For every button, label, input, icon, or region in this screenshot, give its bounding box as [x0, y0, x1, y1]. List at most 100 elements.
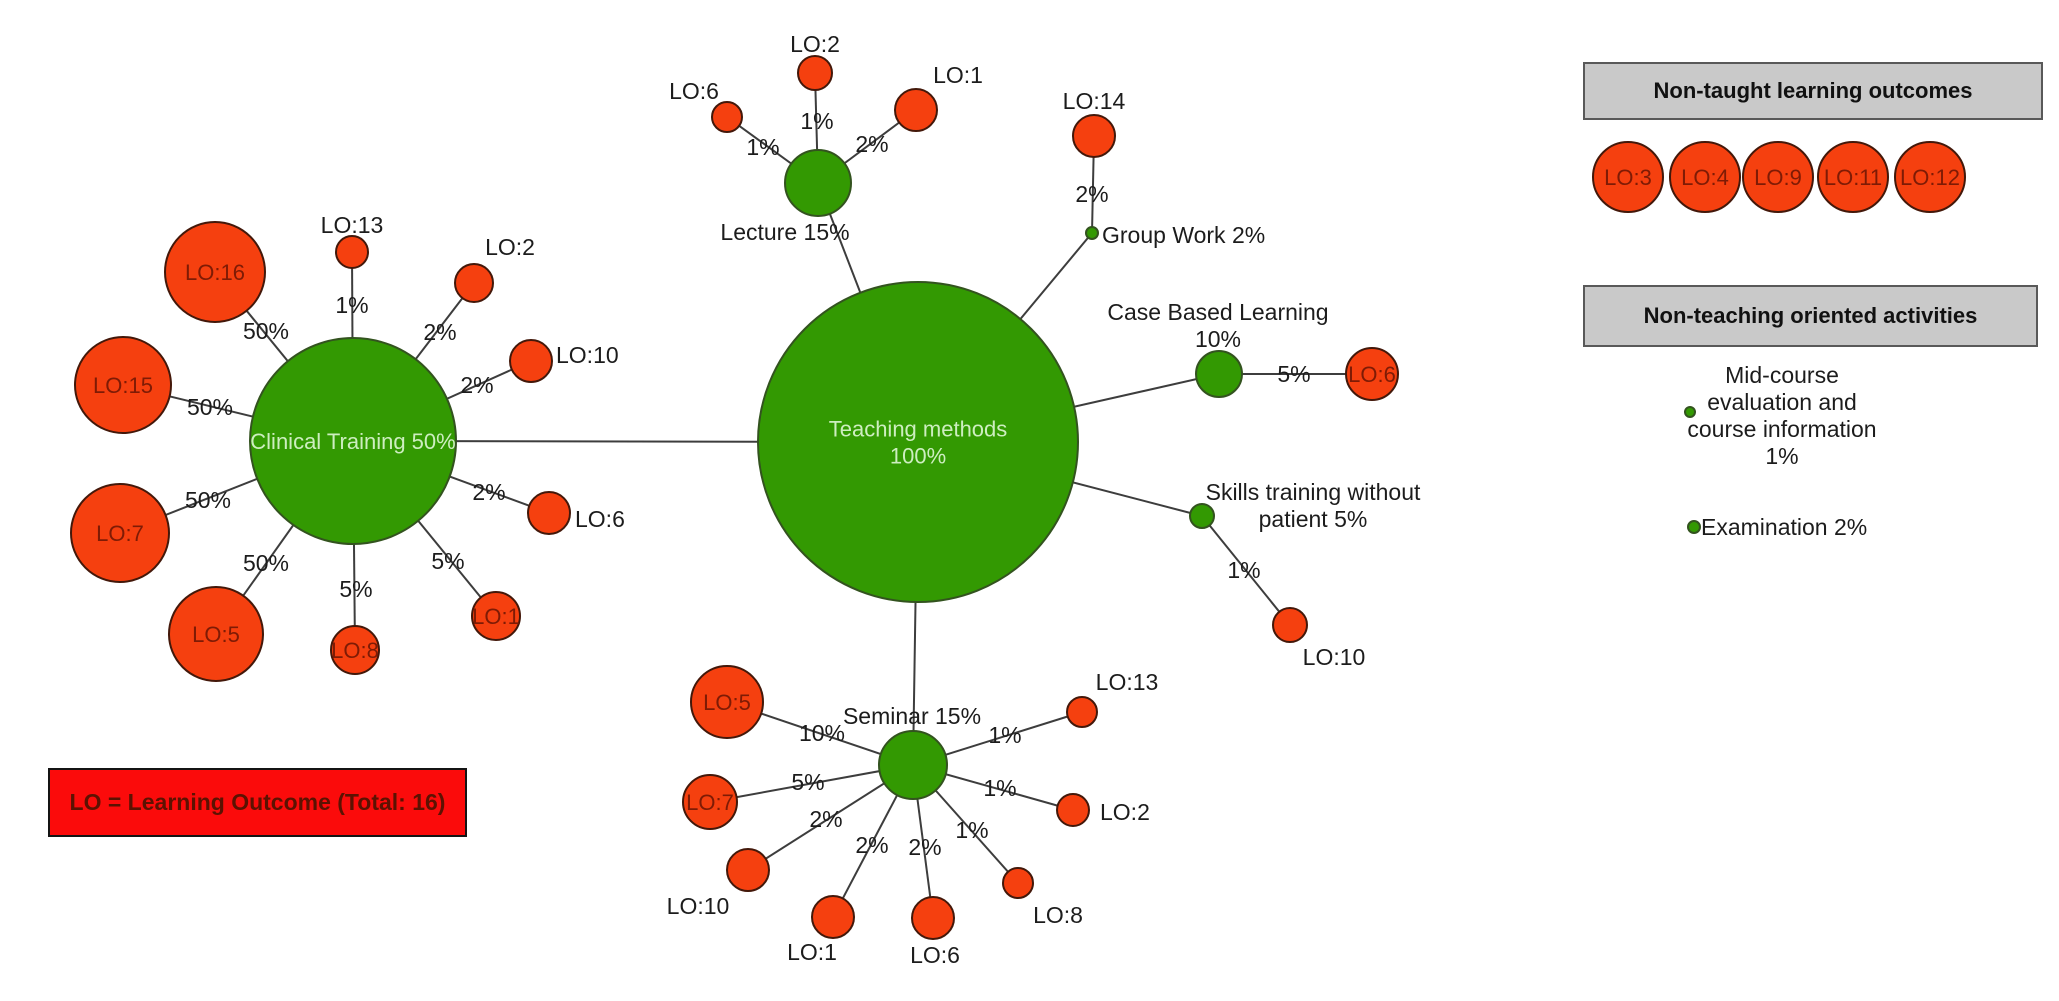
node-lecture: [784, 149, 852, 217]
non-teaching-title: Non-teaching oriented activities: [1643, 303, 1978, 328]
label-l_lo1: LO:1: [933, 62, 983, 88]
node-c_lo2: [454, 263, 494, 303]
edge-label-skills-sk_lo10: 1%: [1227, 557, 1260, 583]
node-s_lo2: [1056, 793, 1090, 827]
node-l_lo6: [711, 101, 743, 133]
label-nt_lo11: LO:11: [1824, 165, 1882, 190]
node-nt_lo3: [1592, 141, 1664, 213]
node-teaching: [757, 281, 1079, 603]
edge-label-seminar-s_lo5: 10%: [799, 720, 845, 746]
label-skills: Skills training without patient 5%: [1206, 479, 1421, 532]
label-s_lo2: LO:2: [1100, 799, 1150, 825]
edge-label-clinical-c_lo2: 2%: [423, 319, 456, 345]
edge-label-seminar-s_lo13: 1%: [988, 722, 1021, 748]
label-s_lo6: LO:6: [910, 942, 960, 968]
edge-label-seminar-s_lo6: 2%: [908, 834, 941, 860]
label-c_lo13: LO:13: [321, 212, 384, 238]
label-l_lo6: LO:6: [669, 78, 719, 104]
edge-label-seminar-s_lo2: 1%: [983, 775, 1016, 801]
edge-label-clinical-c_lo1: 5%: [431, 548, 464, 574]
node-nt_lo11: [1817, 141, 1889, 213]
label-lecture: Lecture 15%: [720, 219, 849, 245]
label-sk_lo10: LO:10: [1303, 644, 1366, 670]
label-nt_lo9: LO:9: [1754, 165, 1802, 190]
node-s_lo10: [726, 848, 770, 892]
node-midcourse_dot: [1684, 406, 1696, 418]
label-gw_lo14: LO:14: [1063, 88, 1126, 114]
node-l_lo2: [797, 55, 833, 91]
node-s_lo1: [811, 895, 855, 939]
label-s_lo8: LO:8: [1033, 902, 1083, 928]
node-examination_dot: [1687, 520, 1701, 534]
edge-label-cbl-cbl_lo6: 5%: [1277, 361, 1310, 387]
label-s_lo10: LO:10: [667, 893, 730, 919]
label-c_lo6: LO:6: [575, 506, 625, 532]
non-taught-title: Non-taught learning outcomes: [1653, 78, 1973, 103]
label-teaching: Teaching methods 100%: [829, 416, 1008, 468]
node-s_lo6: [911, 896, 955, 940]
edge-label-seminar-s_lo10: 2%: [809, 806, 842, 832]
label-c_lo5: LO:5: [192, 622, 240, 647]
node-l_lo1: [894, 88, 938, 132]
edge-skills-sk_lo10: [1201, 515, 1291, 626]
label-nt_lo12: LO:12: [1900, 165, 1960, 190]
edge-label-clinical-c_lo8: 5%: [339, 576, 372, 602]
node-cbl_lo6: [1345, 347, 1399, 401]
label-c_lo8: LO:8: [331, 638, 379, 663]
node-s_lo5: [690, 665, 764, 739]
node-c_lo5: [168, 586, 264, 682]
label-clinical: Clinical Training 50%: [250, 429, 455, 454]
label-groupwork: Group Work 2%: [1102, 222, 1265, 248]
node-s_lo8: [1002, 867, 1034, 899]
edge-label-clinical-c_lo5: 50%: [243, 550, 289, 576]
edge-label-seminar-s_lo1: 2%: [855, 832, 888, 858]
edge-label-groupwork-gw_lo14: 2%: [1075, 181, 1108, 207]
edge-label-clinical-c_lo16: 50%: [243, 318, 289, 344]
edge-label-clinical-c_lo6: 2%: [472, 479, 505, 505]
label-seminar: Seminar 15%: [843, 703, 981, 729]
edge-label-seminar-s_lo7: 5%: [791, 769, 824, 795]
node-c_lo1: [471, 591, 521, 641]
edge-label-clinical-c_lo15: 50%: [187, 394, 233, 420]
label-cbl_lo6: LO:6: [1348, 362, 1396, 387]
non-teaching-header: Non-teaching oriented activities: [1583, 285, 2038, 347]
edge-label-lecture-l_lo2: 1%: [800, 108, 833, 134]
label-s_lo7: LO:7: [686, 790, 734, 815]
legend-box: LO = Learning Outcome (Total: 16): [48, 768, 467, 837]
edge-label-lecture-l_lo6: 1%: [746, 134, 779, 160]
node-c_lo15: [74, 336, 172, 434]
label-c_lo2: LO:2: [485, 234, 535, 260]
label-s_lo5: LO:5: [703, 690, 751, 715]
node-c_lo6: [527, 491, 571, 535]
label-c_lo7: LO:7: [96, 521, 144, 546]
node-c_lo7: [70, 483, 170, 583]
node-nt_lo12: [1894, 141, 1966, 213]
label-cbl: Case Based Learning 10%: [1107, 299, 1328, 352]
node-sk_lo10: [1272, 607, 1308, 643]
node-s_lo7: [682, 774, 738, 830]
node-c_lo13: [335, 235, 369, 269]
node-c_lo10: [509, 339, 553, 383]
edge-label-lecture-l_lo1: 2%: [855, 131, 888, 157]
node-cbl: [1195, 350, 1243, 398]
label-s_lo13: LO:13: [1096, 669, 1159, 695]
label-c_lo16: LO:16: [185, 260, 245, 285]
label-examination_dot: Examination 2%: [1701, 514, 1867, 540]
node-groupwork: [1085, 226, 1099, 240]
edge-label-clinical-c_lo13: 1%: [335, 292, 368, 318]
node-nt_lo9: [1742, 141, 1814, 213]
node-nt_lo4: [1669, 141, 1741, 213]
node-c_lo16: [164, 221, 266, 323]
edge-label-seminar-s_lo8: 1%: [955, 817, 988, 843]
node-c_lo8: [330, 625, 380, 675]
non-taught-header: Non-taught learning outcomes: [1583, 62, 2043, 120]
label-s_lo1: LO:1: [787, 939, 837, 965]
label-l_lo2: LO:2: [790, 31, 840, 57]
node-seminar: [878, 730, 948, 800]
node-clinical: [249, 337, 457, 545]
node-gw_lo14: [1072, 114, 1116, 158]
label-nt_lo4: LO:4: [1681, 165, 1729, 190]
node-s_lo13: [1066, 696, 1098, 728]
